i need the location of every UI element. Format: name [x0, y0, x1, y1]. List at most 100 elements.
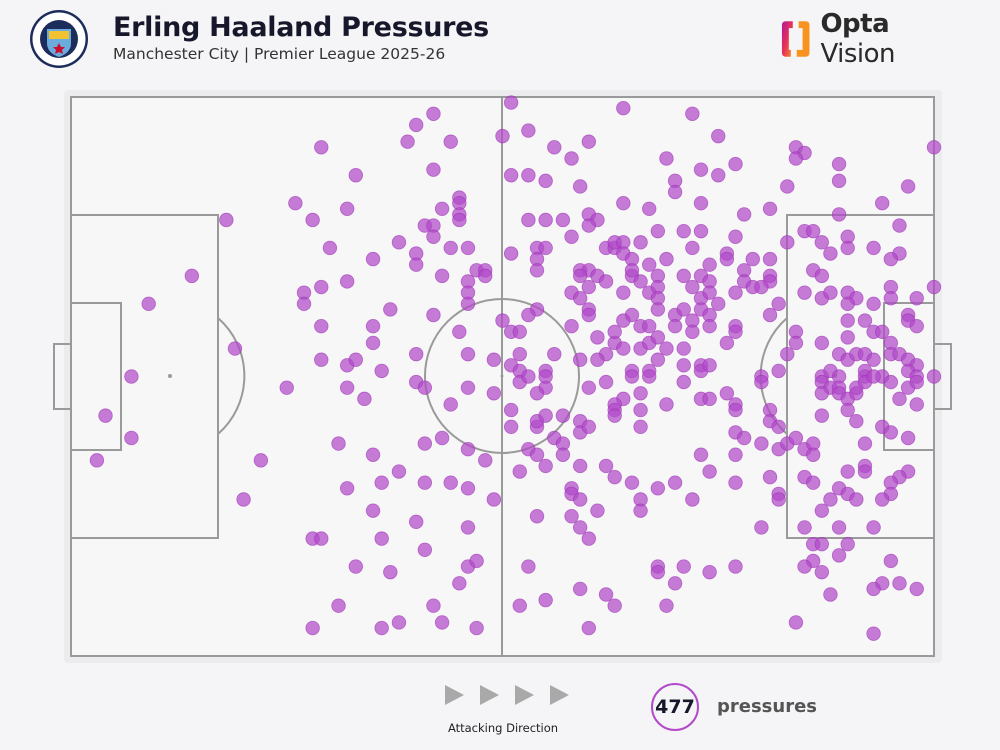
- pressure-point: [581, 380, 597, 395]
- pressure-point: [676, 358, 691, 373]
- pressure-point: [305, 620, 320, 636]
- pressure-point: [823, 492, 838, 507]
- pressure-point: [693, 162, 709, 177]
- pressure-point: [495, 313, 510, 328]
- pressure-point: [771, 492, 786, 507]
- pressure-point: [883, 291, 899, 306]
- pressure-point: [590, 330, 605, 345]
- pressure-point: [633, 419, 648, 435]
- pressure-point: [900, 430, 916, 446]
- pressure-point: [909, 291, 924, 306]
- pressure-point: [754, 279, 769, 295]
- manchester-city-crest: [30, 10, 88, 68]
- pressure-point: [728, 229, 743, 244]
- pressure-point: [659, 397, 674, 412]
- pressure-point: [288, 196, 303, 211]
- pressure-point: [348, 559, 363, 574]
- pressure-point: [883, 425, 899, 440]
- pressure-point: [616, 313, 631, 328]
- pressure-point: [771, 419, 786, 435]
- pressure-point: [443, 475, 458, 490]
- left-penalty-arc: [217, 317, 246, 435]
- pressure-point: [417, 475, 433, 490]
- logo-text-opta: Opta: [820, 9, 890, 39]
- pressure-point: [555, 212, 571, 228]
- arrow-right-icon: [550, 685, 569, 705]
- pressure-point: [469, 620, 484, 636]
- pressure-point: [849, 414, 864, 429]
- pressure-point: [417, 436, 433, 451]
- pressure-point: [564, 509, 579, 524]
- pressure-point: [590, 352, 605, 367]
- pressure-point: [840, 537, 855, 552]
- pressure-point: [797, 285, 812, 300]
- pressure-point: [909, 397, 924, 412]
- pressure-point: [322, 240, 338, 256]
- pressure-point: [616, 196, 631, 211]
- pressure-point: [434, 201, 450, 217]
- left-goal: [53, 343, 72, 410]
- pressure-point: [762, 251, 778, 267]
- pressure-point: [788, 615, 804, 630]
- pressure-point: [909, 581, 924, 597]
- left-penalty-spot: [168, 374, 172, 378]
- pressure-point: [840, 240, 855, 256]
- pressure-point: [374, 475, 389, 490]
- pressure-point: [460, 240, 476, 256]
- pressure-point: [460, 346, 476, 362]
- pressure-point: [572, 458, 588, 474]
- pressure-point: [365, 503, 381, 518]
- pressure-point: [866, 520, 881, 535]
- pressure-point: [409, 346, 424, 362]
- pressure-point: [478, 453, 493, 468]
- pressure-point: [339, 274, 355, 289]
- pressure-point: [849, 492, 864, 507]
- pressure-point: [909, 374, 924, 390]
- pressure-point: [642, 201, 657, 217]
- centre-circle: [424, 298, 580, 454]
- pressure-point: [331, 436, 346, 451]
- pressure-point: [434, 268, 450, 284]
- pressure-point: [693, 447, 709, 462]
- pressure-point: [754, 520, 769, 535]
- pressure-point: [572, 520, 588, 535]
- pressure-point: [400, 134, 415, 149]
- pressure-point: [512, 598, 527, 613]
- pressure-point: [823, 246, 838, 261]
- pressure-point: [650, 564, 666, 580]
- pressure-point: [452, 212, 467, 228]
- pressure-point: [616, 100, 631, 116]
- pressure-point: [719, 335, 735, 351]
- pressure-point: [296, 296, 312, 312]
- pressure-point: [357, 391, 372, 407]
- pressure-point: [926, 140, 942, 155]
- pressure-point: [486, 352, 502, 367]
- pressure-point: [745, 251, 760, 267]
- pressure-point: [391, 464, 407, 479]
- pressure-point: [339, 481, 355, 496]
- pressure-point: [624, 263, 640, 278]
- pressure-point: [875, 196, 890, 211]
- pressure-point: [529, 386, 545, 401]
- pressure-point: [771, 296, 786, 312]
- pressure-point: [702, 358, 717, 373]
- pressure-point: [538, 458, 553, 474]
- pressure-point: [702, 464, 717, 479]
- pressure-point: [676, 341, 691, 356]
- pressure-point: [598, 587, 614, 602]
- pressure-point: [314, 279, 329, 295]
- pressure-point: [236, 492, 251, 507]
- pressure-point: [788, 151, 804, 166]
- pressure-point: [780, 179, 795, 194]
- pressure-point: [685, 324, 700, 339]
- pressure-point: [633, 274, 648, 289]
- pressure-point: [866, 352, 881, 367]
- pressure-point: [857, 313, 873, 328]
- pressure-point: [486, 386, 502, 401]
- pressure-point: [581, 419, 597, 435]
- pressure-point: [512, 346, 527, 362]
- pressure-point: [391, 615, 407, 630]
- pressure-point: [814, 335, 830, 351]
- pressure-point: [814, 386, 830, 401]
- pressure-point: [564, 229, 579, 244]
